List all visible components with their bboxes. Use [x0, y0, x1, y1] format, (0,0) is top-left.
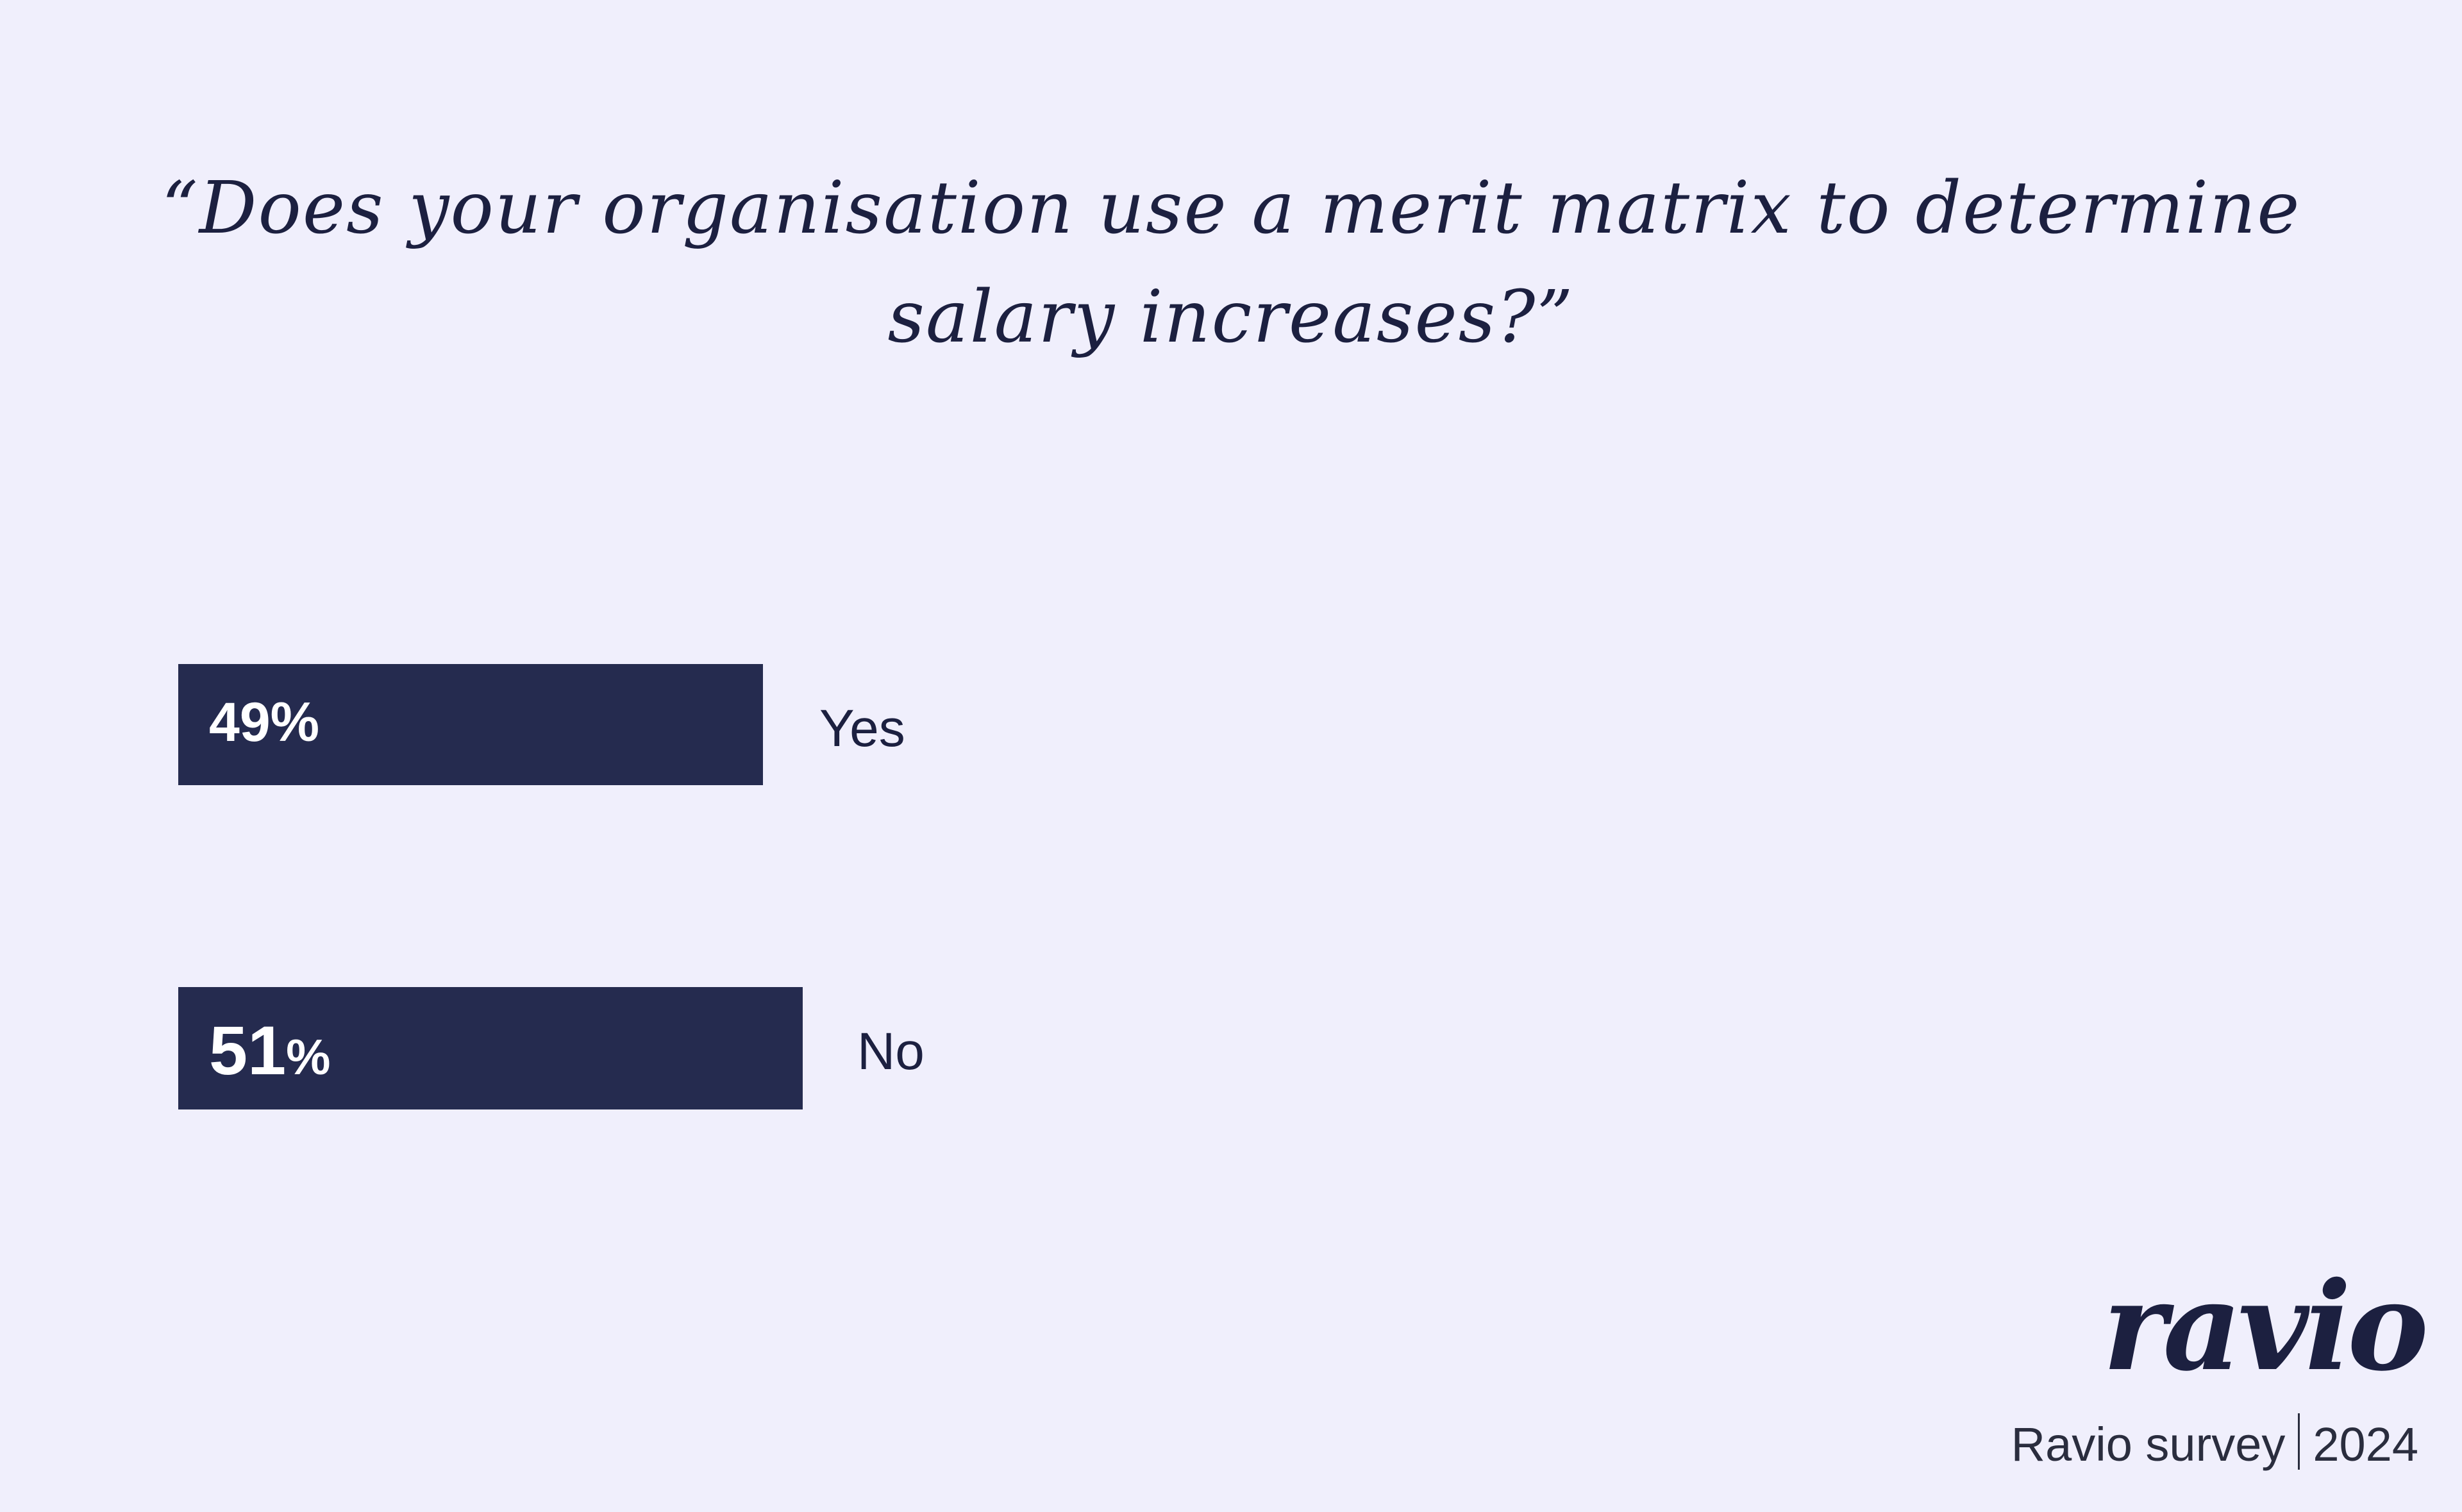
source-footer: Ravio survey 2024 — [2011, 1413, 2418, 1470]
bar-yes-value: 49% — [209, 691, 319, 754]
bar-yes: 49% — [178, 664, 763, 785]
bar-no-value-unit: % — [286, 1029, 331, 1085]
bar-no-value: 51% — [209, 1010, 331, 1090]
bar-yes-value-unit: % — [270, 692, 320, 753]
source-label: Ravio survey — [2011, 1418, 2286, 1471]
chart-title-line-1: “Does your organisation use a merit matr… — [161, 167, 2301, 250]
chart-title-line-2: salary increases?” — [887, 276, 1575, 359]
footer-divider — [2298, 1413, 2300, 1470]
source-year: 2024 — [2313, 1418, 2418, 1471]
bar-no-label: No — [857, 1022, 925, 1081]
bar-no-value-number: 51 — [209, 1011, 287, 1089]
bar-yes-value-number: 49 — [209, 692, 271, 753]
ravio-logo: ravio — [2102, 1255, 2429, 1398]
bar-no: 51% — [178, 987, 803, 1109]
chart-title: “Does your organisation use a merit matr… — [0, 154, 2462, 372]
bar-yes-label: Yes — [819, 699, 905, 758]
